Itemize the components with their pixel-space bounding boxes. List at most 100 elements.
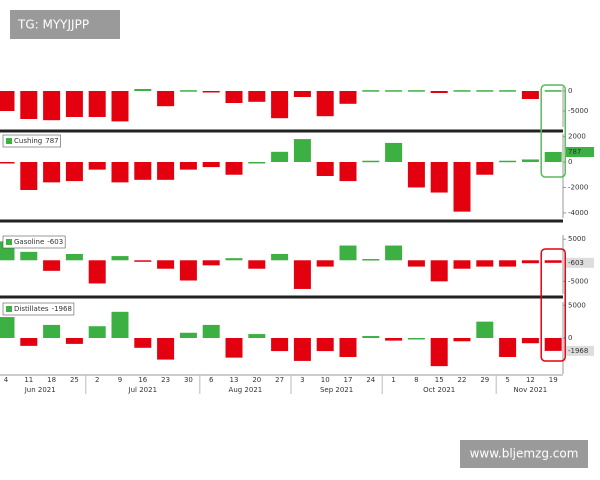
bar [339,338,357,357]
bar [111,91,129,122]
x-tick-label: 5 [505,376,509,384]
month-label: Oct 2021 [423,386,455,394]
bar [385,338,403,341]
x-tick-label: 22 [458,376,467,384]
bar [111,311,129,338]
legend-name: Gasoline [14,238,44,246]
bar [134,338,152,348]
bar [202,91,220,93]
bar [157,162,175,180]
bar [20,251,38,261]
bar [248,162,266,164]
month-label: Sep 2021 [320,386,353,394]
bar [430,162,448,193]
legend: Cushing 787 [2,134,61,148]
y-tick-label: 0 [568,158,572,166]
x-tick-label: 13 [230,376,239,384]
bar [65,338,83,344]
watermark-bottom: www.bljemzg.com [470,447,579,461]
y-tick-label: 5000 [568,301,586,309]
legend-box [2,235,66,249]
y-tick-label: -5000 [568,107,588,115]
bar [339,162,357,182]
x-tick-label: 6 [209,376,214,384]
month-label: Jul 2021 [128,386,158,394]
bar [202,162,220,168]
bar [202,324,220,338]
value-label-box [566,146,594,157]
bar [111,256,129,261]
bar [362,259,380,261]
bar [293,338,311,361]
x-tick-label: 4 [4,376,9,384]
bar [316,162,334,176]
bar [476,260,494,267]
legend-box [2,134,61,148]
value-label: -603 [568,259,584,267]
bar [88,260,106,284]
bar [43,162,61,183]
bar [88,91,106,117]
x-tick-label: 18 [47,376,56,384]
bar [65,91,83,117]
bar [521,91,539,99]
bar [453,90,471,92]
watermark-top: TG: MYYJJPP [17,18,89,32]
bar [179,162,197,170]
bar [430,260,448,282]
bar [0,317,15,338]
bar [385,142,403,162]
y-tick-label: -5000 [568,277,588,285]
bar [202,260,220,266]
bar [157,91,175,107]
y-tick-label: -2000 [568,183,588,191]
legend-box [2,302,75,316]
x-tick-label: 8 [414,376,418,384]
bar [88,162,106,170]
bar [248,334,266,338]
bar [544,90,562,92]
y-tick-label: 0 [568,87,572,95]
bar [544,260,562,263]
bar [271,253,289,261]
bar [316,338,334,352]
bar [43,324,61,338]
x-tick-label: 30 [184,376,193,384]
bar [88,326,106,338]
bar [157,338,175,360]
bar [179,90,197,92]
legend-name: Cushing [14,137,42,145]
watermark-box [10,10,120,39]
bar [0,162,15,164]
bar [248,91,266,102]
x-tick-label: 2 [95,376,99,384]
legend-value: 787 [45,137,58,145]
x-tick-label: 11 [24,376,33,384]
bar [407,338,425,340]
legend-swatch [6,239,12,245]
y-tick-label: -4000 [568,209,588,217]
value-label: -1968 [568,347,588,355]
bar [407,90,425,92]
highlight-box [540,248,566,362]
bar [499,338,517,357]
bar [521,260,539,264]
bar [134,162,152,180]
bar [499,160,517,163]
x-tick-label: 3 [300,376,304,384]
bar [20,91,38,119]
bar [316,91,334,117]
bar [430,91,448,93]
bar [43,260,61,271]
bar [521,338,539,344]
x-tick-label: 20 [252,376,261,384]
x-tick-label: 25 [70,376,79,384]
x-tick-label: 17 [344,376,353,384]
bar [271,151,289,162]
bar [134,89,152,91]
bar [499,90,517,92]
x-tick-label: 9 [118,376,122,384]
x-tick-label: 15 [435,376,444,384]
bar [544,151,562,162]
